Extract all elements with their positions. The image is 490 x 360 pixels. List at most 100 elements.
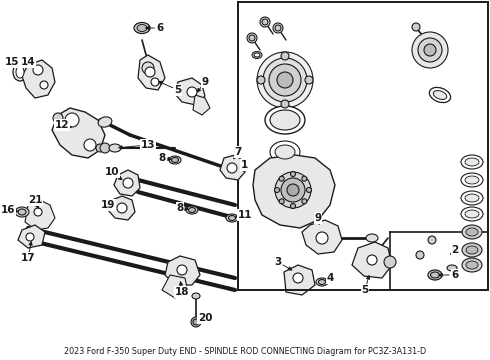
- Ellipse shape: [137, 24, 147, 31]
- Circle shape: [416, 251, 424, 259]
- Ellipse shape: [98, 117, 112, 127]
- Ellipse shape: [318, 279, 325, 284]
- Circle shape: [412, 32, 448, 68]
- Text: 6: 6: [451, 270, 459, 280]
- Circle shape: [100, 143, 110, 153]
- Ellipse shape: [186, 206, 198, 214]
- Ellipse shape: [226, 214, 238, 222]
- Text: 15: 15: [5, 57, 19, 67]
- Polygon shape: [390, 232, 488, 290]
- Circle shape: [53, 113, 63, 123]
- Circle shape: [177, 265, 187, 275]
- Ellipse shape: [465, 158, 479, 166]
- Text: 5: 5: [174, 85, 182, 95]
- Text: 2: 2: [451, 245, 459, 255]
- Circle shape: [307, 188, 312, 193]
- Text: 6: 6: [156, 23, 164, 33]
- Polygon shape: [284, 265, 315, 295]
- Circle shape: [302, 199, 307, 204]
- Text: 8: 8: [158, 153, 166, 163]
- Polygon shape: [352, 242, 392, 278]
- Circle shape: [277, 72, 293, 88]
- Text: 19: 19: [101, 200, 115, 210]
- Circle shape: [117, 203, 127, 213]
- Ellipse shape: [169, 156, 181, 164]
- Circle shape: [262, 19, 268, 25]
- Circle shape: [227, 163, 237, 173]
- Circle shape: [96, 144, 104, 152]
- Ellipse shape: [134, 22, 150, 33]
- Ellipse shape: [461, 155, 483, 169]
- Text: 1: 1: [241, 160, 247, 170]
- Circle shape: [26, 233, 34, 241]
- Ellipse shape: [15, 207, 29, 217]
- Polygon shape: [25, 200, 55, 230]
- Ellipse shape: [447, 265, 457, 271]
- Circle shape: [279, 176, 284, 181]
- Ellipse shape: [18, 209, 26, 215]
- Text: 12: 12: [55, 120, 69, 130]
- Ellipse shape: [462, 243, 482, 257]
- Ellipse shape: [109, 144, 121, 152]
- Ellipse shape: [466, 246, 478, 254]
- Circle shape: [302, 176, 307, 181]
- Ellipse shape: [16, 66, 24, 78]
- Ellipse shape: [462, 225, 482, 239]
- Polygon shape: [138, 55, 165, 90]
- Ellipse shape: [431, 272, 440, 278]
- Circle shape: [275, 172, 311, 208]
- Ellipse shape: [270, 141, 300, 163]
- Circle shape: [269, 64, 301, 96]
- Polygon shape: [175, 78, 205, 105]
- Text: 9: 9: [315, 213, 321, 223]
- Ellipse shape: [428, 270, 442, 280]
- Text: 5: 5: [362, 285, 368, 295]
- Text: 8: 8: [176, 203, 184, 213]
- Polygon shape: [162, 275, 188, 298]
- Circle shape: [151, 78, 159, 86]
- Polygon shape: [220, 155, 245, 180]
- Text: 18: 18: [175, 287, 189, 297]
- Circle shape: [142, 62, 154, 74]
- Circle shape: [367, 255, 377, 265]
- Polygon shape: [253, 155, 335, 228]
- Circle shape: [191, 317, 201, 327]
- Circle shape: [428, 236, 436, 244]
- Ellipse shape: [275, 145, 295, 159]
- Text: 7: 7: [234, 147, 242, 157]
- Ellipse shape: [265, 106, 305, 134]
- Circle shape: [257, 52, 313, 108]
- Polygon shape: [52, 108, 105, 158]
- Ellipse shape: [465, 210, 479, 218]
- Circle shape: [274, 188, 279, 193]
- Ellipse shape: [270, 110, 300, 130]
- Circle shape: [257, 76, 265, 84]
- Circle shape: [287, 184, 299, 196]
- Circle shape: [291, 171, 295, 176]
- Circle shape: [418, 38, 442, 62]
- Ellipse shape: [254, 53, 260, 57]
- Ellipse shape: [465, 194, 479, 202]
- Ellipse shape: [366, 234, 378, 242]
- Text: 11: 11: [238, 210, 252, 220]
- Circle shape: [187, 87, 197, 97]
- Ellipse shape: [429, 87, 451, 103]
- Polygon shape: [165, 256, 200, 285]
- Ellipse shape: [13, 63, 27, 81]
- Text: 16: 16: [1, 205, 15, 215]
- Ellipse shape: [226, 167, 238, 177]
- Circle shape: [260, 17, 270, 27]
- Circle shape: [249, 35, 255, 41]
- Text: 2023 Ford F-350 Super Duty END - SPINDLE ROD CONNECTING Diagram for PC3Z-3A131-D: 2023 Ford F-350 Super Duty END - SPINDLE…: [64, 347, 426, 356]
- Ellipse shape: [465, 176, 479, 184]
- Ellipse shape: [189, 207, 196, 212]
- Polygon shape: [22, 60, 55, 98]
- Ellipse shape: [461, 207, 483, 221]
- Circle shape: [281, 178, 305, 202]
- Circle shape: [273, 23, 283, 33]
- Circle shape: [34, 208, 42, 216]
- Ellipse shape: [466, 228, 478, 236]
- Polygon shape: [302, 220, 342, 254]
- Text: 13: 13: [141, 140, 155, 150]
- Circle shape: [247, 33, 257, 43]
